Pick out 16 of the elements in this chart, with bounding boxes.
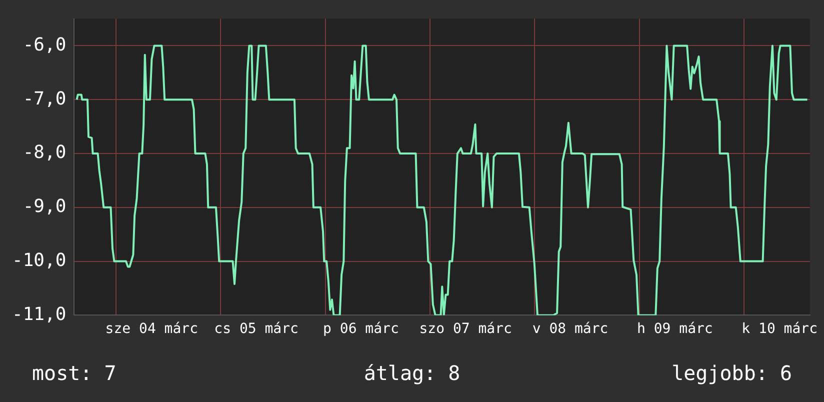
text: átlag: 8 [364,361,460,386]
y-tick-label: -11,0 [12,304,66,325]
x-tick-label: h 09 márc [636,321,713,338]
y-tick-label: -7,0 [22,88,66,110]
x-tick-label: v 08 márc [532,321,608,338]
text: legjobb: 6 [672,361,792,386]
y-tick-label: -9,0 [22,196,66,218]
y-tick-label: -8,0 [22,142,66,164]
x-tick-label: p 06 márc [323,321,399,338]
x-tick-label: cs 05 márc [214,321,298,338]
x-tick-label: szo 07 márc [419,321,512,338]
text: most: 7 [32,361,116,386]
y-tick-label: -6,0 [22,34,66,56]
x-tick-label: k 10 márc [742,321,818,338]
y-tick-label: -10,0 [12,250,66,271]
x-tick-label: sze 04 márc [105,321,198,338]
